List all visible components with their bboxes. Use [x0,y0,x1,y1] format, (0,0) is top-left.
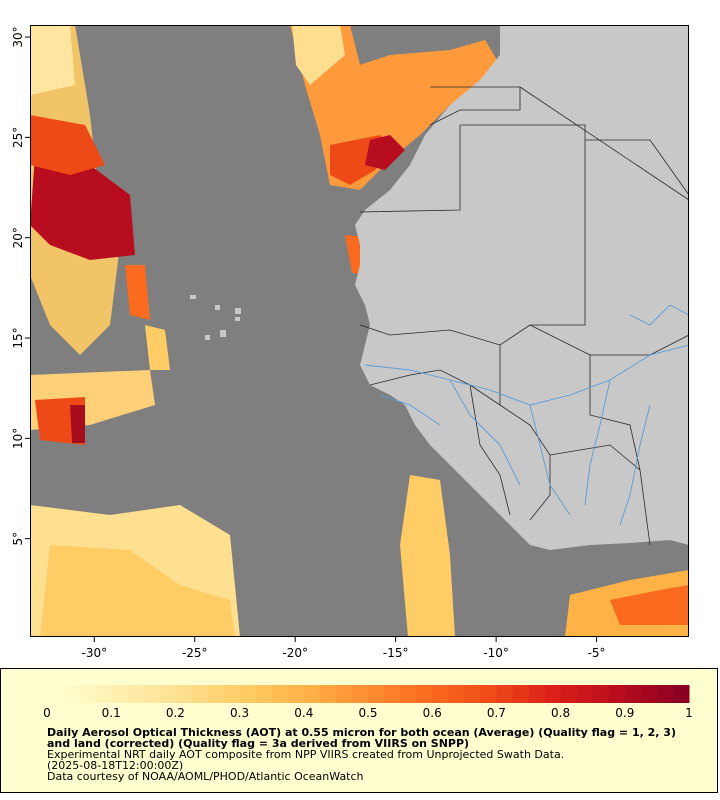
map-frame [30,25,689,637]
colorbar-cell [175,685,192,703]
colorbar-tick-label: 0.1 [102,706,121,720]
colorbar-cell [576,685,594,703]
colorbar-tick-label: 0.2 [166,706,185,720]
colorbar-cells [47,685,690,703]
colorbar-cell [512,685,529,703]
colorbar-cell [400,685,417,703]
colorbar-cell [127,685,144,703]
colorbar-tick-label: 0 [43,706,51,720]
aot-patch-w2 [145,325,170,370]
colorbar-cell [432,685,449,703]
colorbar-tick-label: 0.7 [487,706,506,720]
x-tick-label: -20° [282,646,308,660]
colorbar-tick-label: 0.5 [358,706,377,720]
aot-patch-gulf-core [610,585,689,625]
colorbar-ticks: 0 0.1 0.2 0.3 0.4 0.5 0.6 0.7 0.8 0.9 1 [43,706,693,720]
aot-patch-nw-mid [30,115,105,175]
colorbar-cell [528,685,546,703]
aot-patch-nw-dense [30,155,135,260]
legend-date-line: (2025-08-18T12:00:00Z) [47,759,184,772]
colorbar-cell [207,685,225,703]
colorbar-cell [640,685,658,703]
y-tick-label: 10° [11,428,25,449]
y-tick-label: 5° [11,532,25,546]
colorbar-tick-label: 1 [685,706,693,720]
colorbar-cell [496,685,513,703]
colorbar-cell [47,685,64,703]
colorbar-cell [287,685,305,703]
colorbar-cell [271,685,289,703]
colorbar-cell [624,685,642,703]
colorbar-cell [63,685,80,703]
country-borders [359,86,689,546]
x-tick-label: -30° [81,646,107,660]
colorbar-cell [672,685,690,703]
x-tick-label: -5° [588,646,606,660]
colorbar-tick-label: 0.8 [551,706,570,720]
x-axis-ticks: -30° -25° -20° -15° -10° -5° [81,637,606,660]
x-tick-label: -15° [383,646,409,660]
colorbar-cell [368,685,385,703]
colorbar-cell [95,685,112,703]
colorbar-cell [656,685,674,703]
colorbar-cell [480,685,497,703]
colorbar-cell [384,685,401,703]
y-tick-label: 20° [11,227,25,248]
legend-title: Daily Aerosol Optical Thickness (AOT) at… [47,726,676,750]
colorbar-cell [464,685,481,703]
map-axes: -30° -25° -20° -15° -10° -5° 30° 25° 20° 15° 10° 5… [11,26,606,660]
colorbar-cell [159,685,176,703]
aot-patch-w1 [125,265,150,320]
colorbar-cell [143,685,160,703]
legend-source-line: Experimental NRT daily AOT composite fro… [47,748,565,761]
colorbar-tick-label: 0.9 [615,706,634,720]
colorbar-cell [191,685,208,703]
colorbar-cell [416,685,433,703]
colorbar-tick-label: 0.4 [294,706,313,720]
aot-patch-north-pale [292,25,345,85]
cape-verde-islands [190,295,241,340]
colorbar-cell [448,685,465,703]
aerosol-plumes [30,25,689,637]
colorbar-cell [111,685,128,703]
colorbar-tick-label: 0.6 [423,706,442,720]
colorbar-cell [319,685,337,703]
colorbar-cell [79,685,96,703]
colorbar-cell [608,685,626,703]
y-tick-label: 30° [11,26,25,47]
colorbar-cell [239,685,257,703]
aot-patch-liberia [400,475,455,637]
colorbar-cell [223,685,241,703]
aot-patch-nw-pale [30,25,75,95]
x-tick-label: -10° [483,646,509,660]
legend-credit-line: Data courtesy of NOAA/AOML/PHOD/Atlantic… [47,770,364,783]
colorbar-cell [560,685,578,703]
aot-map [30,25,689,637]
map-border [30,25,689,637]
colorbar-cell [544,685,562,703]
y-axis-ticks: 30° 25° 20° 15° 10° 5° [11,26,30,545]
aot-patch-sw-core [40,545,235,637]
y-tick-label: 25° [11,127,25,148]
rivers [364,304,689,526]
colorbar-cell [303,685,321,703]
aot-patch-w5 [70,405,85,443]
x-tick-label: -25° [182,646,208,660]
colorbar-cell [255,685,273,703]
y-tick-label: 15° [11,327,25,348]
colorbar-cell [335,685,353,703]
colorbar-tick-label: 0.3 [230,706,249,720]
colorbar-cell [592,685,610,703]
aot-patch-north-dark [365,135,405,170]
colorbar-cell [351,685,369,703]
